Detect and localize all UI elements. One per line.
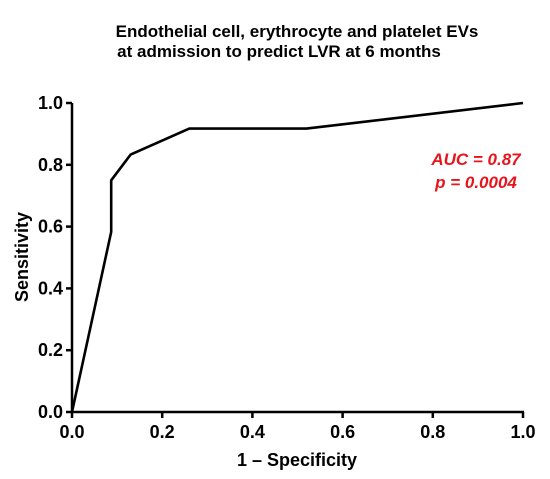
series-group: [70, 101, 524, 413]
roc-curve-line: [70, 101, 524, 413]
x-tick-label: 1.0: [510, 422, 535, 442]
chart-title-line-1: Endothelial cell, erythrocyte and platel…: [116, 22, 479, 41]
p-value-annotation: p = 0.0004: [434, 173, 517, 192]
y-tick-label: 0.8: [38, 155, 63, 175]
x-tick-label: 0.4: [240, 422, 265, 442]
x-axis-label: 1 – Specificity: [237, 450, 357, 470]
y-tick-label: 1.0: [38, 93, 63, 113]
x-tick-label: 0.8: [420, 422, 445, 442]
x-tick-label: 0.6: [330, 422, 355, 442]
y-tick-label: 0.2: [38, 340, 63, 360]
tick-marks: 0.0 0.2 0.4 0.6 0.8 1.0 0.0 0.2 0.4 0.6 0.8 1.0: [38, 93, 536, 442]
x-tick-label: 0.2: [150, 422, 175, 442]
y-axis-label: Sensitivity: [12, 212, 32, 302]
x-tick-label: 0.0: [59, 422, 84, 442]
y-tick-label: 0.0: [38, 402, 63, 422]
axes: [70, 103, 524, 414]
chart-title-line-2: at admission to predict LVR at 6 months: [117, 42, 441, 61]
auc-annotation: AUC = 0.87: [430, 150, 522, 169]
y-tick-label: 0.4: [38, 278, 63, 298]
y-tick-label: 0.6: [38, 217, 63, 237]
